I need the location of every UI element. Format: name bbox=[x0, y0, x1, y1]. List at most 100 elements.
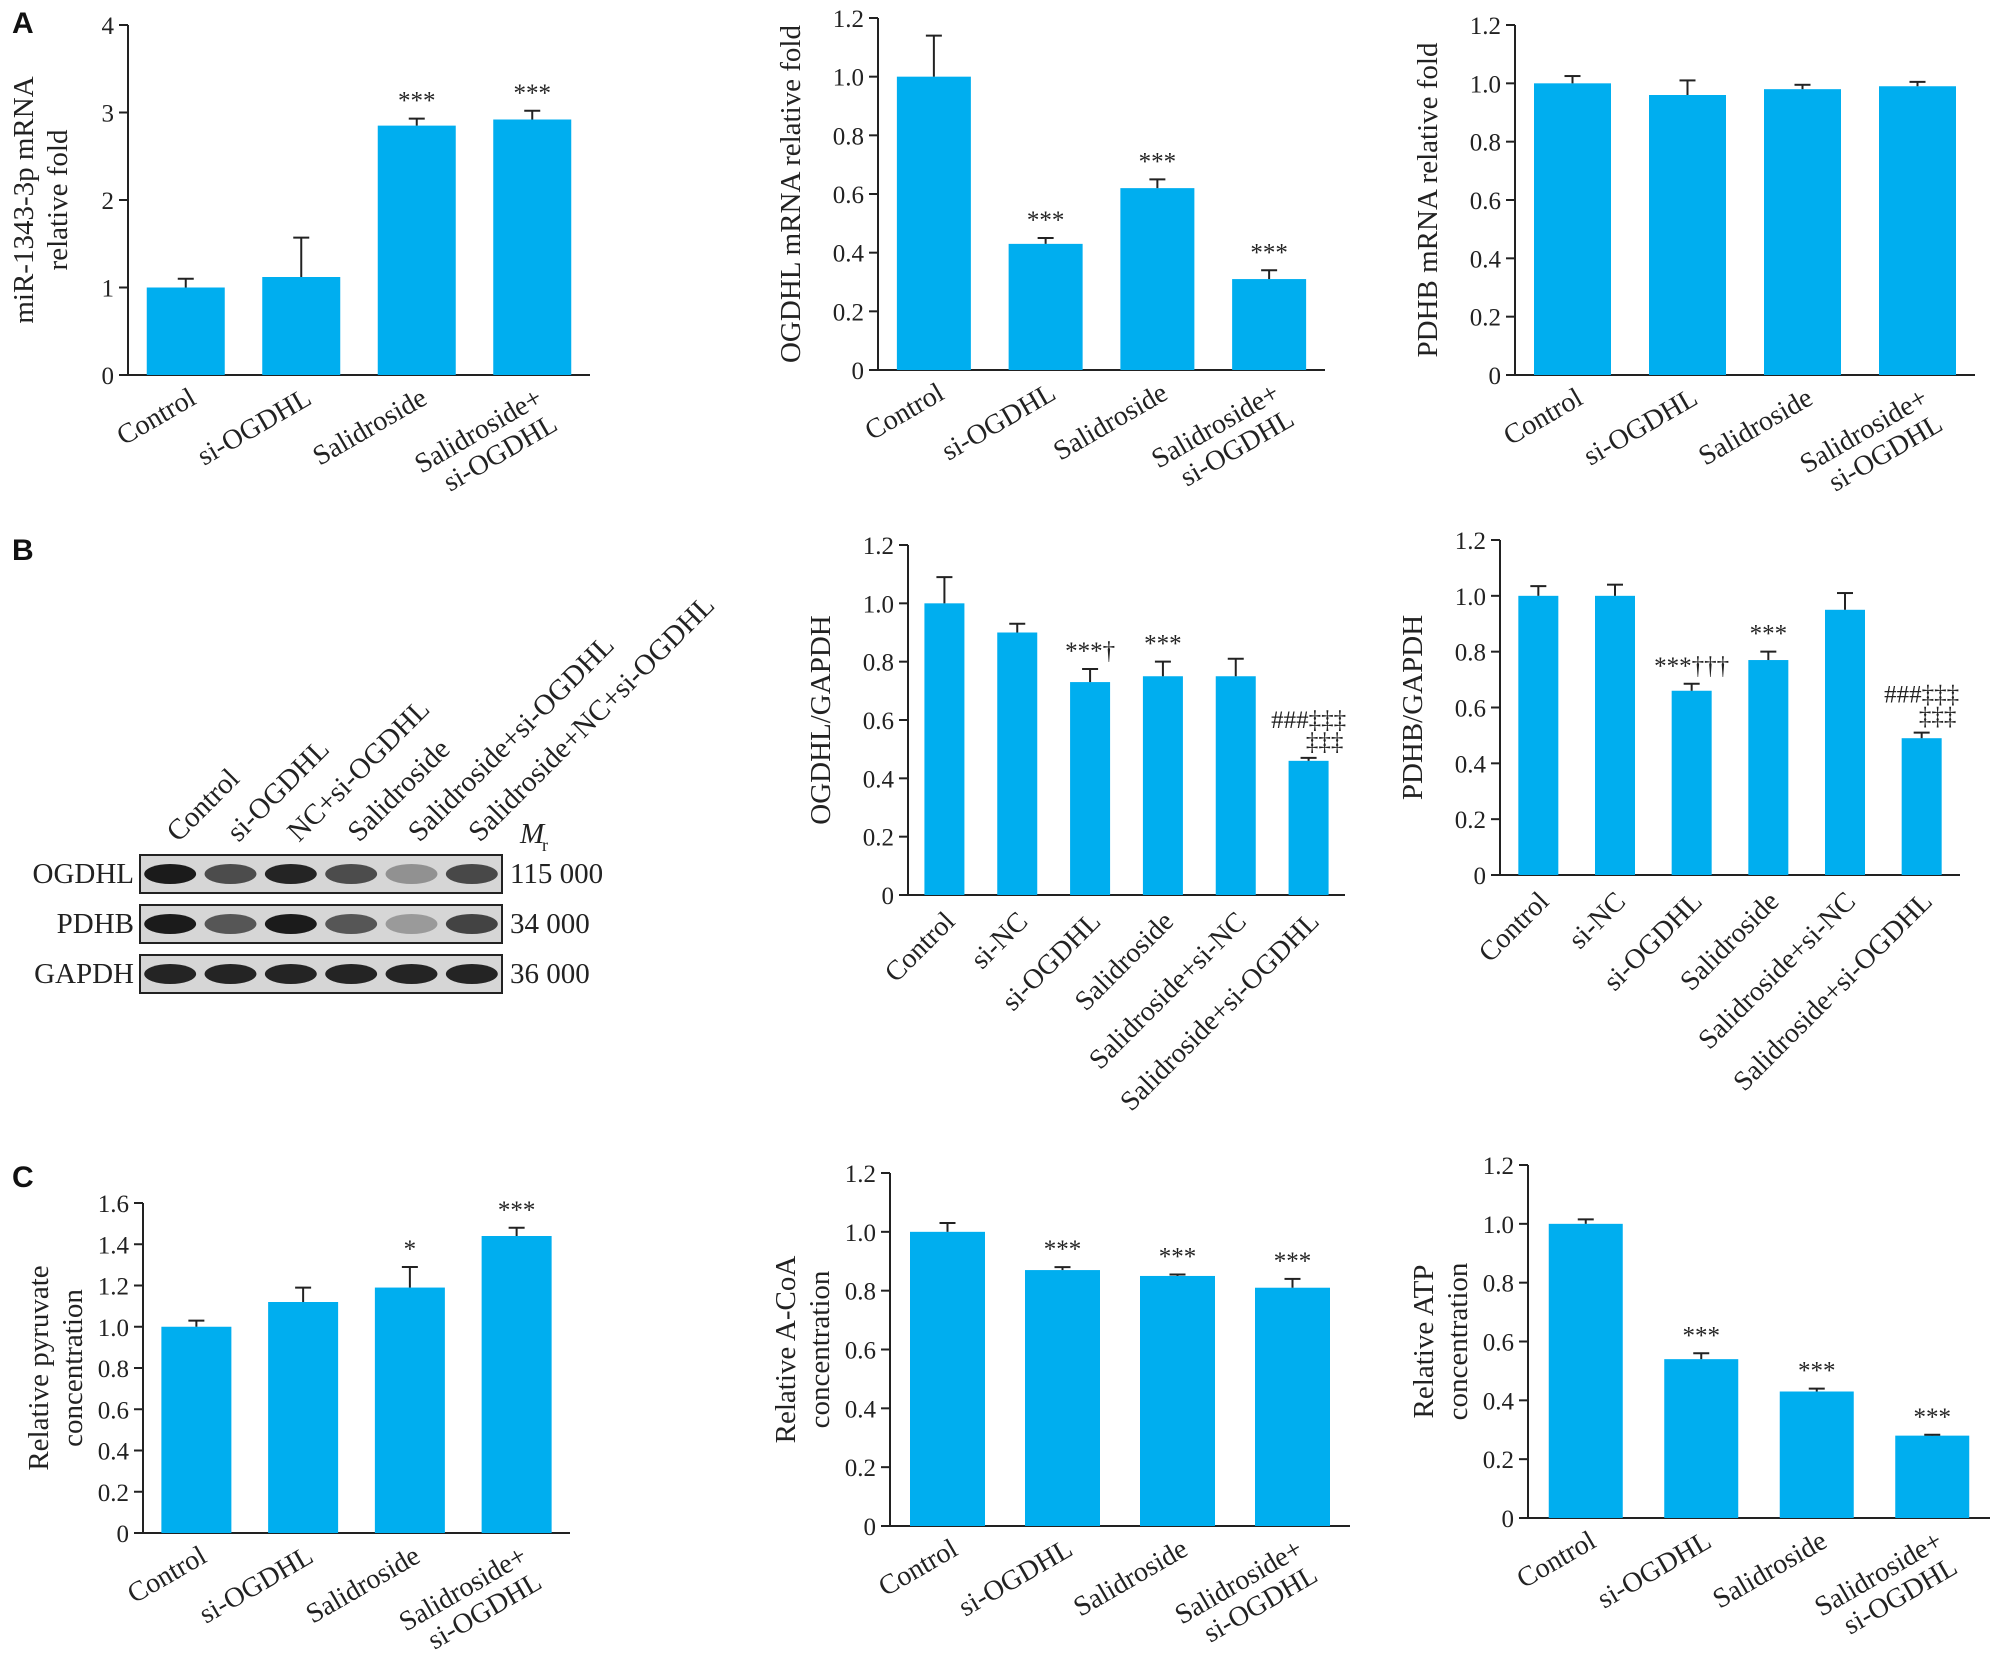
y-tick-label: 1.0 bbox=[1455, 584, 1486, 611]
bar-3 bbox=[1779, 1391, 1854, 1518]
blot-strip bbox=[139, 904, 503, 944]
blot-mr-label: M bbox=[519, 818, 546, 850]
category-label: si-OGDHL bbox=[1578, 382, 1703, 472]
bar-chart-7: 0 0.2 0.4 0.6 0.8 1.0 1.2 Relative A-CoA concent… bbox=[770, 1161, 1350, 1657]
y-tick-label: 0.2 bbox=[1470, 305, 1501, 332]
category-label: Control bbox=[112, 382, 202, 452]
bar-3 bbox=[1070, 682, 1111, 895]
category-label: si-NC bbox=[965, 906, 1034, 975]
bar-6 bbox=[1288, 760, 1329, 895]
significance-label: *** bbox=[1274, 1248, 1312, 1275]
y-tick-label: 1.6 bbox=[98, 1191, 129, 1218]
significance-label: ###‡‡‡ ‡‡‡ bbox=[1884, 682, 1959, 731]
y-tick-label: 1.4 bbox=[98, 1232, 130, 1259]
bar-1 bbox=[896, 76, 971, 371]
blot-band bbox=[325, 964, 378, 984]
significance-label: *** bbox=[514, 80, 552, 107]
y-tick-label: 1.0 bbox=[863, 591, 894, 618]
y-tick-label: 0.6 bbox=[845, 1338, 876, 1365]
y-tick-label: 0.2 bbox=[1455, 807, 1486, 834]
significance-label: ###‡‡‡ ‡‡‡ bbox=[1271, 707, 1346, 756]
bar-6 bbox=[1901, 738, 1942, 875]
y-axis-label: concentration bbox=[804, 1270, 836, 1428]
y-tick-label: 0.4 bbox=[1483, 1388, 1515, 1415]
category-label: Control bbox=[860, 377, 950, 447]
y-tick-label: 1.2 bbox=[1455, 528, 1486, 555]
bar-4 bbox=[481, 1236, 552, 1533]
category-label: Salidroside+si-OGDHL bbox=[1170, 1533, 1323, 1657]
blot-band bbox=[204, 864, 257, 884]
bar-2 bbox=[1595, 595, 1635, 875]
y-tick-label: 0 bbox=[882, 883, 895, 910]
blot-row-gapdh: GAPDH 36 000 bbox=[34, 954, 590, 994]
bar-chart-4: 0 0.2 0.4 0.6 0.8 1.0 1.2 OGDHL/GAPDH Control si-… bbox=[805, 533, 1346, 1117]
bar-chart-5: 0 0.2 0.4 0.6 0.8 1.0 1.2 PDHB/GAPDH Control si-N… bbox=[1397, 528, 1960, 1097]
y-axis-label: PDHB/GAPDH bbox=[1397, 615, 1429, 800]
y-axis-label: OGDHL/GAPDH bbox=[805, 615, 837, 825]
bar-3 bbox=[1140, 1275, 1215, 1526]
y-tick-label: 1.2 bbox=[863, 533, 894, 560]
y-tick-label: 0.8 bbox=[863, 650, 894, 677]
significance-label: *** bbox=[1750, 621, 1788, 648]
bar-4 bbox=[1748, 660, 1789, 875]
y-tick-label: 0.4 bbox=[863, 766, 895, 793]
y-axis-label: miR-1343-3p mRNA bbox=[8, 76, 40, 323]
y-tick-label: 0 bbox=[1502, 1506, 1515, 1533]
category-label: si-NC bbox=[1563, 886, 1632, 955]
y-tick-label: 0 bbox=[864, 1514, 877, 1541]
blot-band bbox=[325, 864, 378, 884]
y-tick-label: 0 bbox=[1474, 863, 1487, 890]
significance-label: *** bbox=[1798, 1358, 1836, 1385]
panel-label-c: C bbox=[12, 1161, 34, 1194]
bar-4 bbox=[1232, 279, 1307, 370]
category-label: Salidroside+si-OGDHL bbox=[409, 382, 562, 506]
bar-chart-2: 0 0.2 0.4 0.6 0.8 1.0 1.2 OGDHL mRNA relative f… bbox=[775, 6, 1325, 493]
category-label: Control bbox=[879, 906, 962, 989]
blot-protein-label: GAPDH bbox=[34, 958, 134, 990]
category-label: si-OGDHL bbox=[937, 377, 1062, 467]
y-tick-label: 4 bbox=[102, 13, 115, 40]
blot-protein-label: PDHB bbox=[57, 908, 134, 940]
bar-4 bbox=[1255, 1287, 1330, 1526]
y-axis-label: concentration bbox=[57, 1289, 89, 1447]
y-tick-label: 0.6 bbox=[1483, 1330, 1514, 1357]
y-tick-label: 0.2 bbox=[845, 1455, 876, 1482]
y-tick-label: 0.4 bbox=[1470, 246, 1502, 273]
y-tick-label: 1.0 bbox=[98, 1315, 129, 1342]
category-label: si-OGDHL bbox=[1592, 1525, 1717, 1615]
y-tick-label: 1.0 bbox=[845, 1220, 876, 1247]
blot-band bbox=[445, 964, 498, 984]
blot-lane-label: Salidroside+NC+si-OGDHL bbox=[462, 589, 721, 848]
bar-4 bbox=[1142, 676, 1183, 895]
significance-label: * bbox=[404, 1236, 417, 1263]
bar-1 bbox=[924, 603, 965, 895]
y-tick-label: 0.6 bbox=[1470, 188, 1501, 215]
blot-mw-label: 115 000 bbox=[510, 858, 603, 890]
blot-band bbox=[385, 864, 438, 884]
panel-label-a: A bbox=[12, 7, 34, 40]
y-tick-label: 2 bbox=[102, 188, 115, 215]
significance-line: ###‡‡‡ bbox=[1271, 707, 1346, 734]
y-tick-label: 0.4 bbox=[98, 1439, 130, 1466]
y-tick-label: 0.8 bbox=[1483, 1271, 1514, 1298]
y-tick-label: 0.6 bbox=[98, 1397, 129, 1424]
bar-2 bbox=[262, 277, 341, 375]
category-label: si-OGDHL bbox=[192, 382, 317, 472]
bar-3 bbox=[1120, 188, 1195, 370]
y-axis-label: relative fold bbox=[42, 129, 74, 270]
category-label: Control bbox=[1512, 1525, 1602, 1595]
bar-4 bbox=[1895, 1435, 1970, 1518]
y-tick-label: 0.2 bbox=[1483, 1447, 1514, 1474]
panel-label-b: B bbox=[12, 534, 34, 567]
blot-protein-label: OGDHL bbox=[33, 858, 135, 890]
bar-4 bbox=[493, 119, 572, 375]
bar-3 bbox=[374, 1287, 445, 1533]
category-label: Control bbox=[1498, 382, 1588, 452]
y-tick-label: 0.8 bbox=[1470, 130, 1501, 157]
y-tick-label: 1.2 bbox=[845, 1161, 876, 1188]
blot-band bbox=[445, 914, 498, 934]
bar-1 bbox=[1548, 1223, 1623, 1518]
y-tick-label: 1.2 bbox=[98, 1274, 129, 1301]
y-tick-label: 0.4 bbox=[845, 1396, 877, 1423]
category-label: si-OGDHL bbox=[953, 1533, 1078, 1623]
